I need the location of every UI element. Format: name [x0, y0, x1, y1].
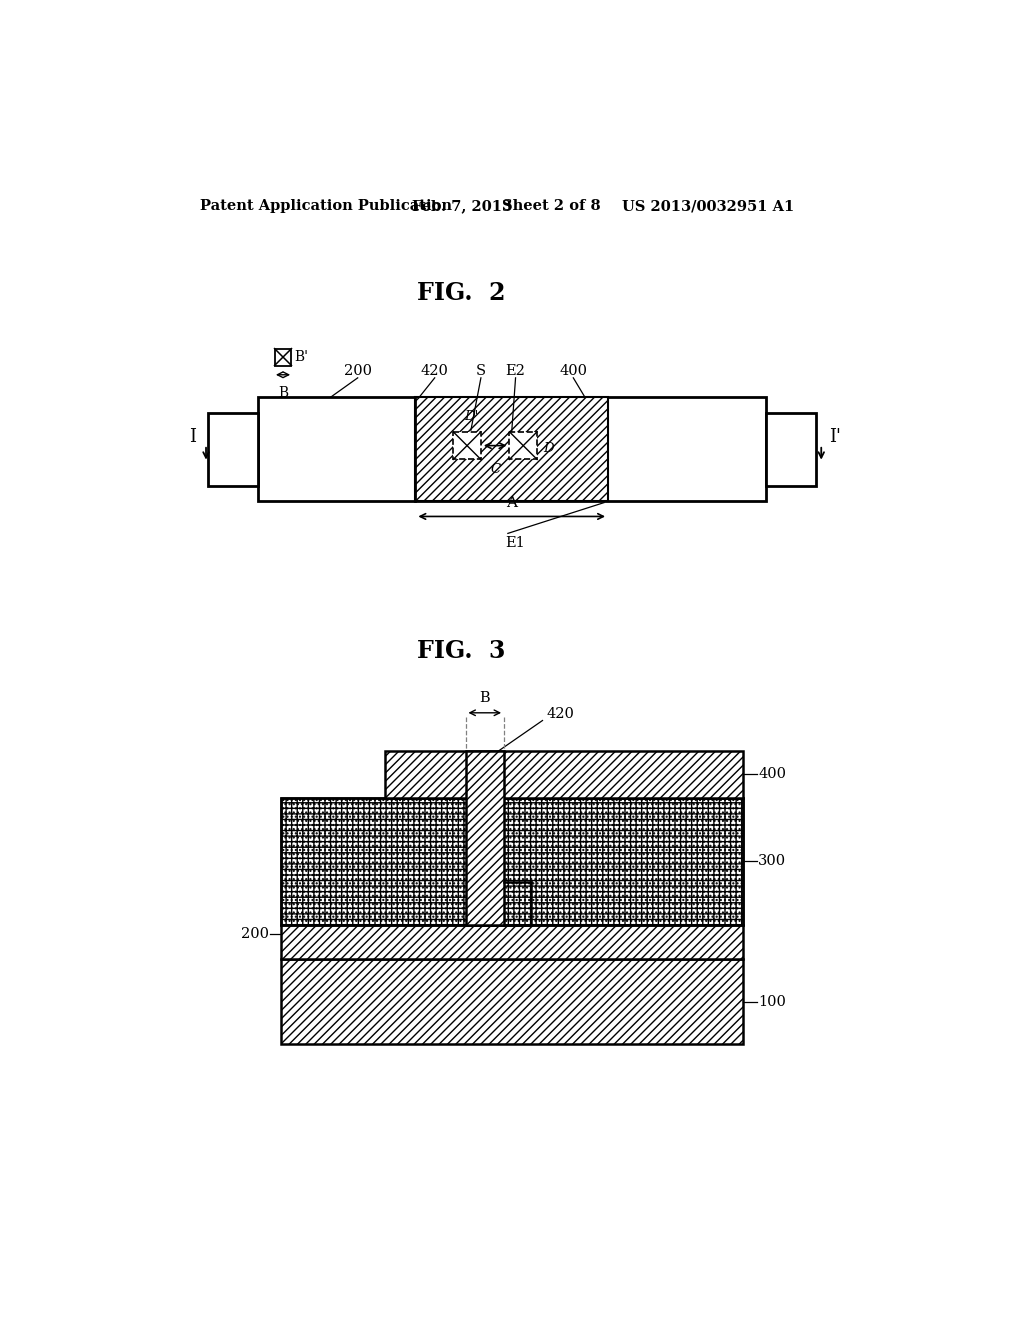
Text: 300: 300 [758, 854, 786, 867]
Text: S: S [476, 364, 486, 378]
Bar [416, 397, 608, 502]
Text: 420: 420 [547, 706, 574, 721]
Bar [281, 797, 742, 924]
Text: FIG.  3: FIG. 3 [418, 639, 506, 663]
Text: B: B [479, 692, 490, 705]
Text: B: B [278, 385, 288, 400]
Text: E2: E2 [506, 364, 525, 378]
Text: FIG.  2: FIG. 2 [418, 281, 506, 305]
Bar [509, 432, 538, 459]
Bar [281, 960, 742, 1044]
Text: 200: 200 [242, 927, 269, 941]
Text: I: I [188, 428, 196, 446]
Text: 400: 400 [559, 364, 588, 378]
Text: C: C [490, 463, 500, 477]
Text: D': D' [464, 409, 478, 422]
Text: 400: 400 [758, 767, 786, 781]
Text: E1: E1 [506, 536, 525, 549]
Text: A: A [506, 496, 517, 511]
Text: 420: 420 [421, 364, 449, 378]
Text: B': B' [295, 350, 308, 364]
Bar [454, 432, 481, 459]
Text: Feb. 7, 2013: Feb. 7, 2013 [412, 199, 512, 213]
Text: I': I' [829, 428, 841, 446]
Bar [208, 412, 258, 486]
Text: 200: 200 [344, 364, 372, 378]
Text: US 2013/0032951 A1: US 2013/0032951 A1 [622, 199, 794, 213]
Bar [385, 751, 742, 797]
Text: Sheet 2 of 8: Sheet 2 of 8 [503, 199, 601, 213]
Text: Patent Application Publication: Patent Application Publication [200, 199, 452, 213]
Text: 100: 100 [758, 994, 786, 1008]
Bar [466, 751, 504, 924]
Bar [281, 924, 742, 960]
Bar [258, 397, 766, 502]
Bar [281, 797, 742, 924]
Bar [274, 348, 292, 366]
Text: D: D [544, 442, 554, 455]
Bar [766, 412, 816, 486]
